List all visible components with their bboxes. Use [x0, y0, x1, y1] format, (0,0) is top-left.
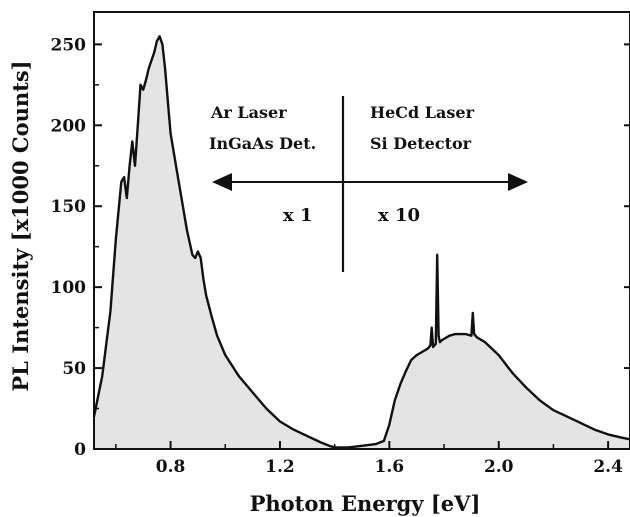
y-tick-label: 150: [51, 197, 87, 217]
y-tick-label: 200: [51, 116, 87, 136]
annotation-scale-x10: x 10: [378, 205, 420, 226]
annotation-ar-laser: Ar Laser: [210, 103, 287, 122]
spectrum-fill-area: [94, 36, 630, 450]
x-tick-label: 2.4: [593, 457, 623, 477]
plot-frame: [93, 11, 630, 450]
arrow-head-left-icon: [212, 173, 232, 191]
y-tick-label: 50: [62, 359, 86, 379]
x-tick-label: 2.0: [484, 457, 514, 477]
annotation-hecd-laser: HeCd Laser: [370, 103, 475, 122]
annotation-ingaas-det: InGaAs Det.: [209, 134, 316, 153]
x-axis-title: Photon Energy [eV]: [250, 491, 481, 516]
y-axis-title: PL Intensity [x1000 Counts]: [8, 60, 33, 391]
x-tick-label: 0.8: [156, 457, 186, 477]
spectrum-line: [92, 35, 630, 449]
annotation-si-detector: Si Detector: [370, 134, 472, 153]
x-tick-label: 1.2: [265, 457, 295, 477]
annotations: Ar Laser InGaAs Det. HeCd Laser Si Detec…: [209, 96, 528, 272]
x-tick-label: 1.6: [375, 457, 405, 477]
y-tick-label: 0: [74, 440, 86, 460]
y-tick-label: 100: [51, 278, 87, 298]
y-axis: 0 50 100 150 200 250: [51, 35, 630, 460]
annotation-scale-x1: x 1: [283, 205, 313, 226]
x-axis: 0.8 1.2 1.6 2.0 2.4: [115, 441, 623, 477]
y-tick-label: 250: [51, 35, 87, 55]
arrow-head-right-icon: [508, 173, 528, 191]
plot-area: [92, 35, 630, 450]
